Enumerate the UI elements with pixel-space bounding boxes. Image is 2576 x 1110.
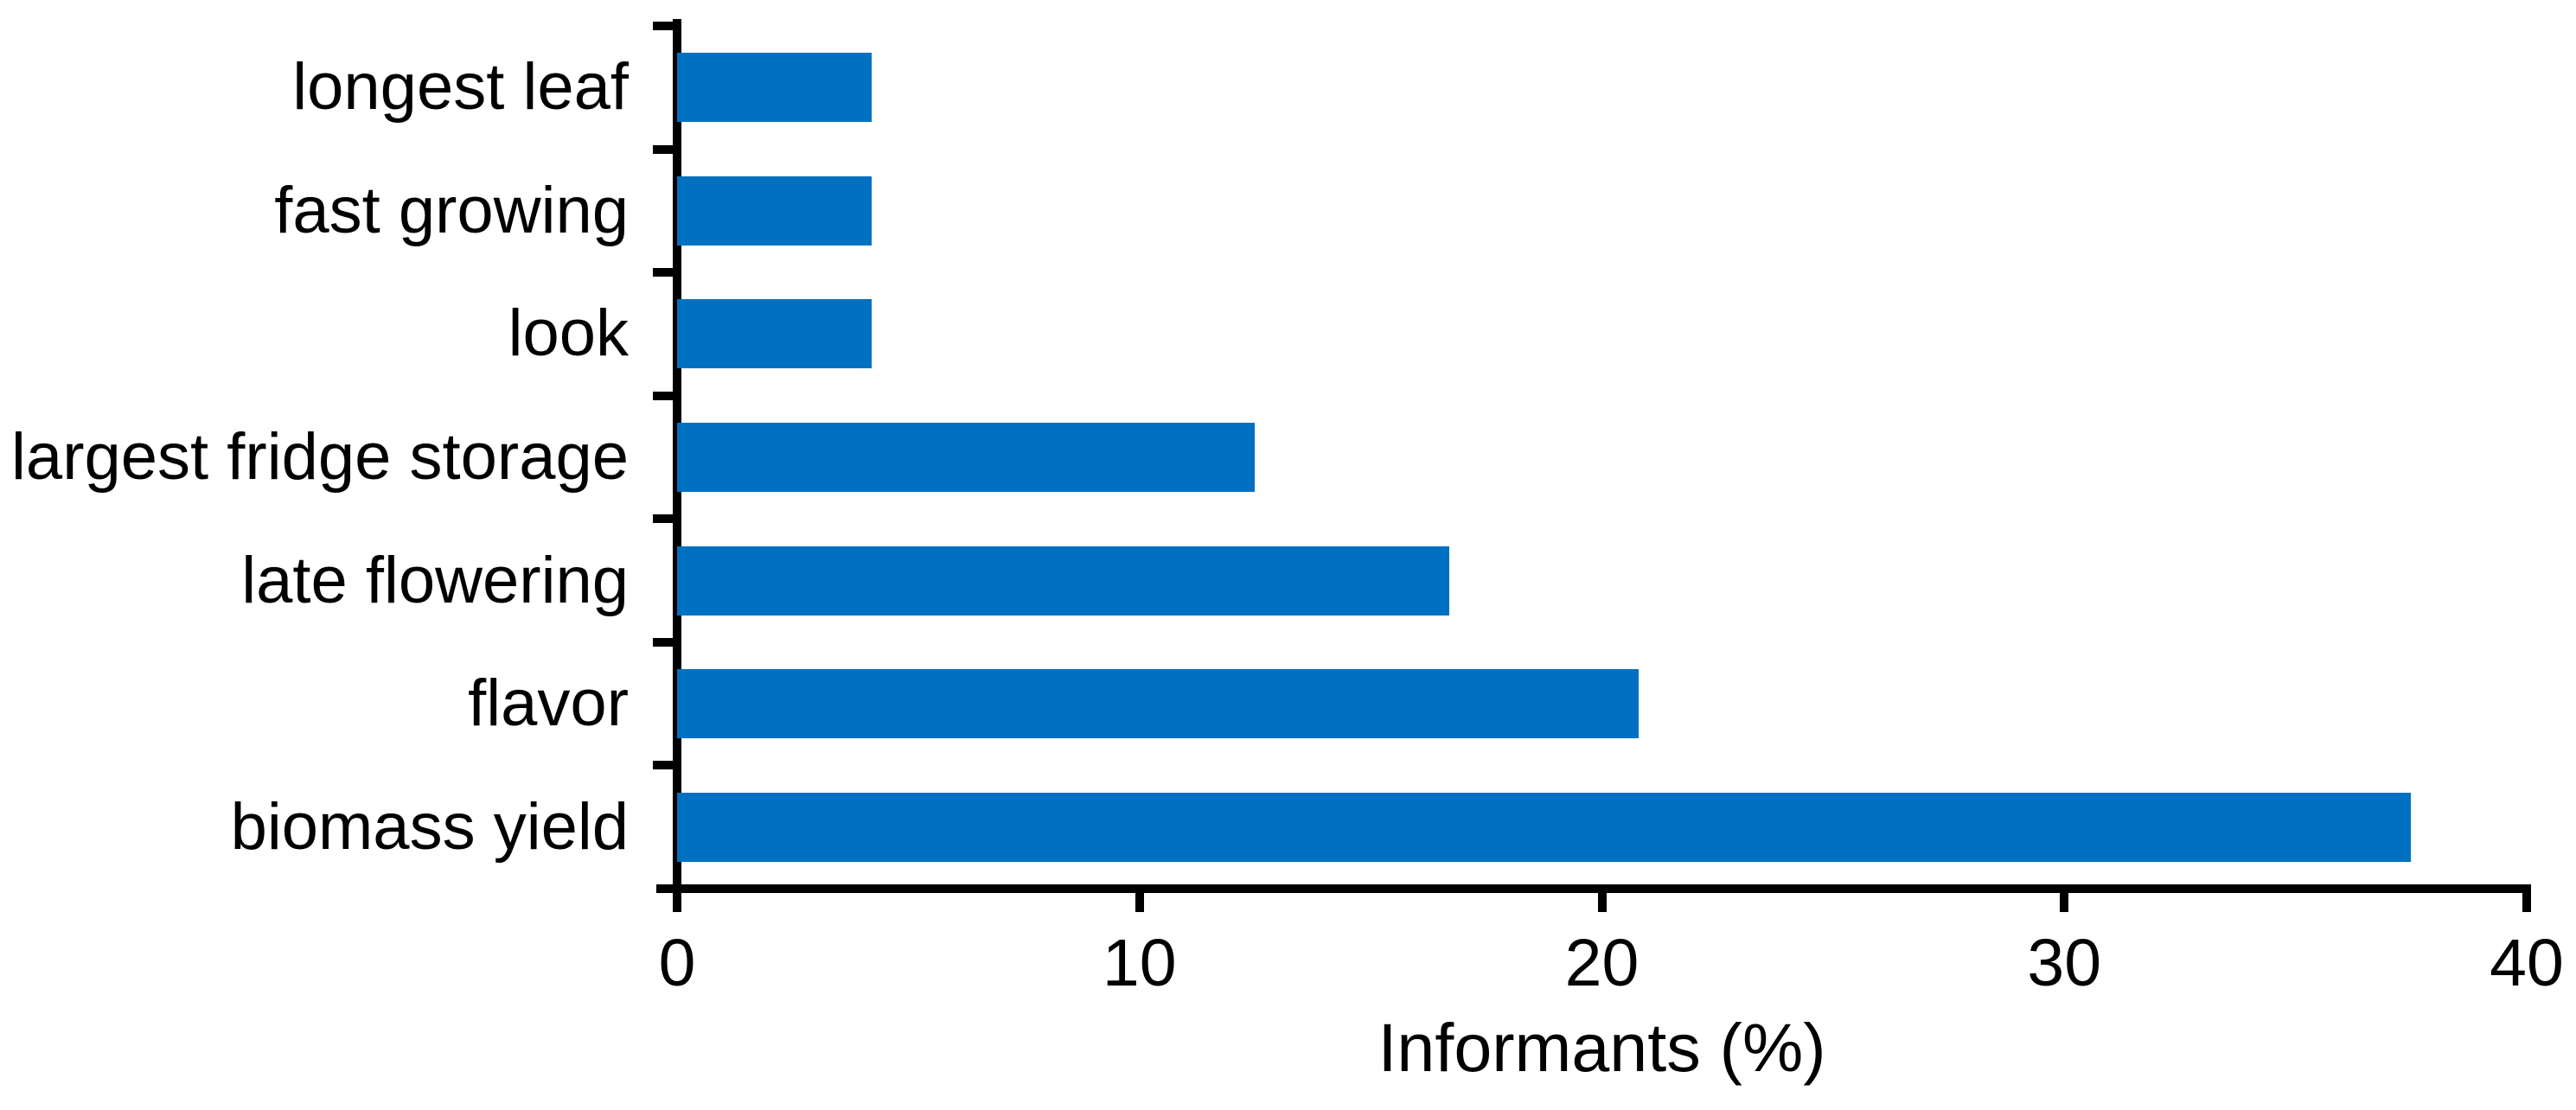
x-tick-mark	[1135, 893, 1144, 912]
y-tick-mark	[653, 761, 674, 770]
y-tick-mark	[653, 22, 674, 30]
x-tick-label: 10	[1102, 926, 1177, 1000]
bar-flavor	[677, 669, 1640, 739]
y-tick-mark	[653, 637, 674, 647]
category-label-fast-growing: fast growing	[274, 173, 629, 247]
x-tick-mark	[2060, 893, 2069, 912]
category-axis-labels: longest leaf fast growing look largest frid…	[0, 26, 629, 889]
x-tick-mark	[1597, 893, 1607, 912]
category-label-biomass-yield: biomass yield	[230, 789, 629, 864]
category-label-look: look	[508, 297, 629, 371]
x-tick-label: 0	[658, 926, 696, 1000]
x-axis-title: Informants (%)	[1377, 1009, 1826, 1086]
plot-area: 0 10 20 30 40	[653, 19, 2564, 997]
y-tick-mark	[653, 391, 674, 400]
y-tick-mark	[653, 144, 674, 154]
x-tick-mark	[2522, 893, 2531, 912]
bar-fast-growing	[677, 175, 872, 246]
bar-biomass-yield	[677, 792, 2412, 862]
bar-largest-fridge-storage	[677, 423, 1256, 492]
x-tick-label: 20	[1564, 926, 1640, 1000]
category-label-flavor: flavor	[468, 667, 629, 741]
category-label-late-flowering: late flowering	[241, 543, 629, 617]
bar-longest-leaf	[677, 53, 872, 123]
category-label-longest-leaf: longest leaf	[292, 50, 629, 124]
x-tick-label: 30	[2027, 926, 2102, 1000]
bar-late-flowering	[677, 545, 1450, 616]
bar-look	[677, 299, 872, 369]
y-tick-mark	[653, 514, 674, 524]
y-tick-mark	[653, 268, 674, 278]
x-tick-label: 40	[2490, 926, 2564, 1000]
x-axis-line	[656, 884, 2531, 893]
category-label-largest-fridge-storage: largest fridge storage	[11, 420, 629, 494]
x-tick-mark	[673, 893, 681, 912]
